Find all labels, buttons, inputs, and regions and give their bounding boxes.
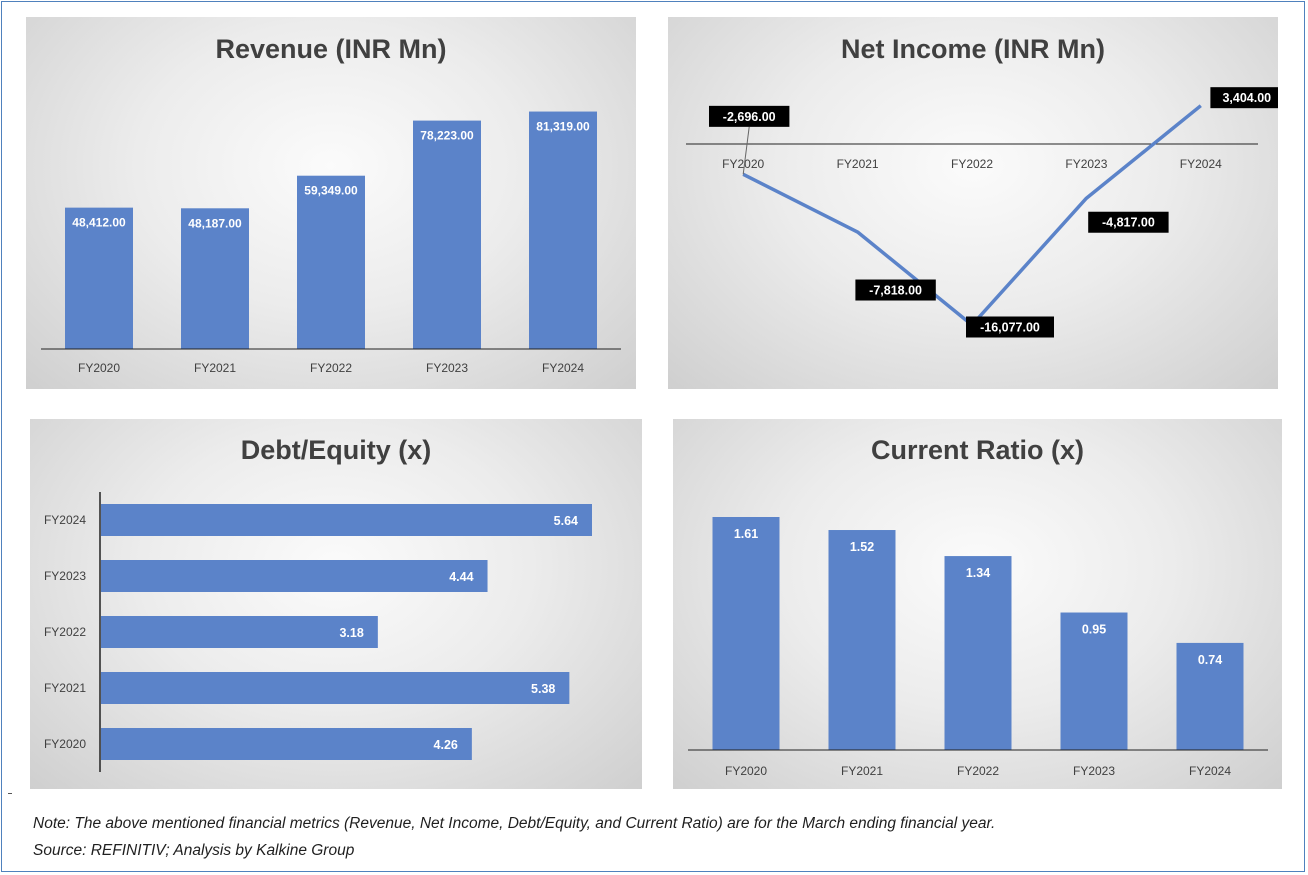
- debt-equity-y-tick-label: FY2022: [44, 625, 86, 639]
- net-income-x-tick-label: FY2021: [837, 157, 879, 171]
- current-ratio-chart-plot: 1.61 FY2020 1.52 FY2021 1.34 FY2022 0.95 FY2023…: [688, 517, 1268, 778]
- revenue-data-label: 48,412.00: [72, 216, 126, 230]
- current-ratio-x-tick-label: FY2022: [957, 764, 999, 778]
- revenue-data-label: 48,187.00: [188, 216, 242, 230]
- current-ratio-bar: [712, 517, 780, 750]
- net-income-label-box: [1210, 87, 1278, 109]
- footnote-text: Note: The above mentioned financial metr…: [33, 815, 996, 832]
- debt-equity-bar: [101, 728, 472, 760]
- net-income-data-label: -7,818.00: [869, 284, 922, 298]
- revenue-x-tick-label: FY2023: [426, 361, 468, 375]
- current-ratio-x-tick-label: FY2023: [1073, 764, 1115, 778]
- net-income-data-label: -4,817.00: [1102, 216, 1155, 230]
- current-ratio-data-label: 0.74: [1198, 653, 1222, 667]
- debt-equity-data-label: 5.64: [554, 514, 578, 528]
- net-income-chart-panel: Net Income (INR Mn) FY2020 FY2021 FY2022 FY…: [668, 17, 1278, 389]
- debt-equity-data-label: 4.26: [434, 738, 458, 752]
- net-income-x-tick-label: FY2020: [722, 157, 764, 171]
- net-income-chart-title: Net Income (INR Mn): [840, 34, 1105, 64]
- net-income-label-box: [709, 105, 790, 127]
- debt-equity-bar: [101, 504, 592, 536]
- debt-equity-y-tick-label: FY2021: [44, 681, 86, 695]
- revenue-bar: [297, 175, 365, 349]
- revenue-chart-panel: Revenue (INR Mn) 48,412.00 FY2020 48,187.0…: [26, 17, 636, 389]
- net-income-data-label: -2,696.00: [723, 110, 776, 124]
- debt-equity-chart-title: Debt/Equity (x): [240, 435, 432, 465]
- revenue-data-label: 81,319.00: [536, 120, 590, 134]
- revenue-bar: [413, 120, 481, 349]
- revenue-x-tick-label: FY2022: [310, 361, 352, 375]
- net-income-data-label: -16,077.00: [980, 321, 1040, 335]
- net-income-data-label: 3,404.00: [1222, 91, 1271, 105]
- current-ratio-chart-panel: Current Ratio (x) 1.61 FY2020 1.52 FY2021 1.…: [673, 419, 1282, 789]
- net-income-leader-line: [742, 126, 750, 175]
- current-ratio-bar: [1176, 642, 1244, 750]
- debt-equity-bar: [101, 560, 488, 592]
- net-income-label-box: [1088, 211, 1169, 233]
- revenue-x-tick-label: FY2024: [542, 361, 584, 375]
- debt-equity-data-label: 4.44: [449, 570, 473, 584]
- current-ratio-data-label: 1.52: [850, 540, 874, 554]
- current-ratio-chart-title: Current Ratio (x): [870, 435, 1084, 465]
- net-income-label-box: [966, 316, 1054, 338]
- revenue-bar: [65, 207, 133, 349]
- net-income-x-tick-label: FY2022: [951, 157, 993, 171]
- debt-equity-data-label: 5.38: [531, 682, 555, 696]
- source-text: Source: REFINITIV; Analysis by Kalkine G…: [33, 842, 355, 859]
- current-ratio-bar: [1060, 612, 1128, 750]
- net-income-label-box: [855, 279, 936, 301]
- current-ratio-x-tick-label: FY2020: [725, 764, 767, 778]
- current-ratio-bar: [828, 530, 896, 750]
- current-ratio-x-tick-label: FY2021: [841, 764, 883, 778]
- debt-equity-y-tick-label: FY2020: [44, 737, 86, 751]
- debt-equity-bar: [101, 616, 378, 648]
- revenue-data-label: 59,349.00: [304, 184, 358, 198]
- debt-equity-y-tick-label: FY2024: [44, 513, 86, 527]
- debt-equity-data-label: 3.18: [339, 626, 363, 640]
- revenue-bar: [181, 208, 249, 349]
- current-ratio-data-label: 0.95: [1082, 623, 1106, 637]
- revenue-x-tick-label: FY2021: [194, 361, 236, 375]
- current-ratio-data-label: 1.61: [734, 527, 758, 541]
- stray-mark: [8, 793, 12, 794]
- revenue-x-tick-label: FY2020: [78, 361, 120, 375]
- debt-equity-bar: [101, 672, 570, 704]
- current-ratio-data-label: 1.34: [966, 566, 990, 580]
- revenue-data-label: 78,223.00: [420, 129, 474, 143]
- net-income-chart-plot: FY2020 FY2021 FY2022 FY2023 FY2024 -2,696.00 -…: [686, 87, 1278, 338]
- current-ratio-x-tick-label: FY2024: [1189, 764, 1231, 778]
- revenue-bar: [529, 111, 597, 349]
- revenue-chart-title: Revenue (INR Mn): [215, 34, 447, 64]
- debt-equity-chart-panel: Debt/Equity (x) 5.64 FY2024 4.44 FY2023 3.18…: [30, 419, 642, 789]
- current-ratio-bar: [944, 556, 1012, 750]
- debt-equity-chart-plot: 5.64 FY2024 4.44 FY2023 3.18 FY2022 5.38 FY2021…: [44, 492, 592, 772]
- net-income-x-tick-label: FY2023: [1065, 157, 1107, 171]
- net-income-x-tick-label: FY2024: [1180, 157, 1222, 171]
- debt-equity-y-tick-label: FY2023: [44, 569, 86, 583]
- revenue-chart-plot: 48,412.00 FY2020 48,187.00 FY2021 59,349.00 F…: [41, 111, 621, 375]
